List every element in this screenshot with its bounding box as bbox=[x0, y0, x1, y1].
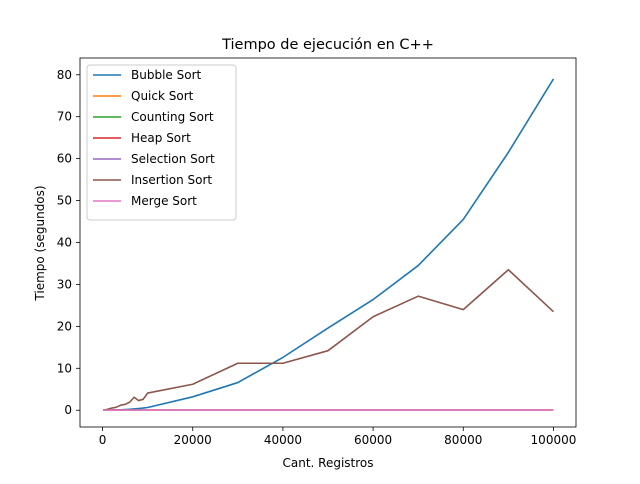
y-tick-label: 70 bbox=[57, 110, 72, 124]
y-tick-label: 60 bbox=[57, 152, 72, 166]
legend-label-counting-sort: Counting Sort bbox=[131, 110, 214, 124]
y-tick-label: 30 bbox=[57, 277, 72, 291]
x-tick-label: 40000 bbox=[264, 433, 302, 447]
legend-label-quick-sort: Quick Sort bbox=[131, 89, 194, 103]
x-axis-ticks: 0 20000 40000 60000 80000 100000 bbox=[99, 427, 577, 447]
legend-label-merge-sort: Merge Sort bbox=[131, 194, 197, 208]
y-tick-label: 20 bbox=[57, 319, 72, 333]
y-tick-label: 40 bbox=[57, 236, 72, 250]
y-axis-ticks: 0 10 20 30 40 50 60 70 80 bbox=[57, 68, 80, 417]
chart-title: Tiempo de ejecución en C++ bbox=[221, 37, 434, 53]
legend-label-bubble-sort: Bubble Sort bbox=[131, 68, 201, 82]
y-tick-label: 80 bbox=[57, 68, 72, 82]
x-tick-label: 80000 bbox=[444, 433, 482, 447]
x-axis-label: Cant. Registros bbox=[282, 456, 373, 470]
legend-box bbox=[86, 64, 237, 221]
x-tick-label: 100000 bbox=[531, 433, 577, 447]
legend-label-insertion-sort: Insertion Sort bbox=[131, 173, 212, 187]
series-layer bbox=[102, 78, 555, 412]
x-tick-label: 0 bbox=[99, 433, 107, 447]
y-tick-label: 50 bbox=[57, 194, 72, 208]
series-line-insertion-sort bbox=[102, 268, 554, 412]
legend: Bubble Sort Quick Sort Counting Sort Heap S… bbox=[86, 64, 237, 221]
y-tick-label: 10 bbox=[57, 361, 72, 375]
legend-label-selection-sort: Selection Sort bbox=[131, 152, 215, 166]
x-tick-label: 60000 bbox=[354, 433, 392, 447]
y-tick-label: 0 bbox=[64, 403, 72, 417]
y-axis-label: Tiempo (segundos) bbox=[33, 185, 47, 301]
legend-label-heap-sort: Heap Sort bbox=[131, 131, 191, 145]
x-tick-label: 20000 bbox=[174, 433, 212, 447]
